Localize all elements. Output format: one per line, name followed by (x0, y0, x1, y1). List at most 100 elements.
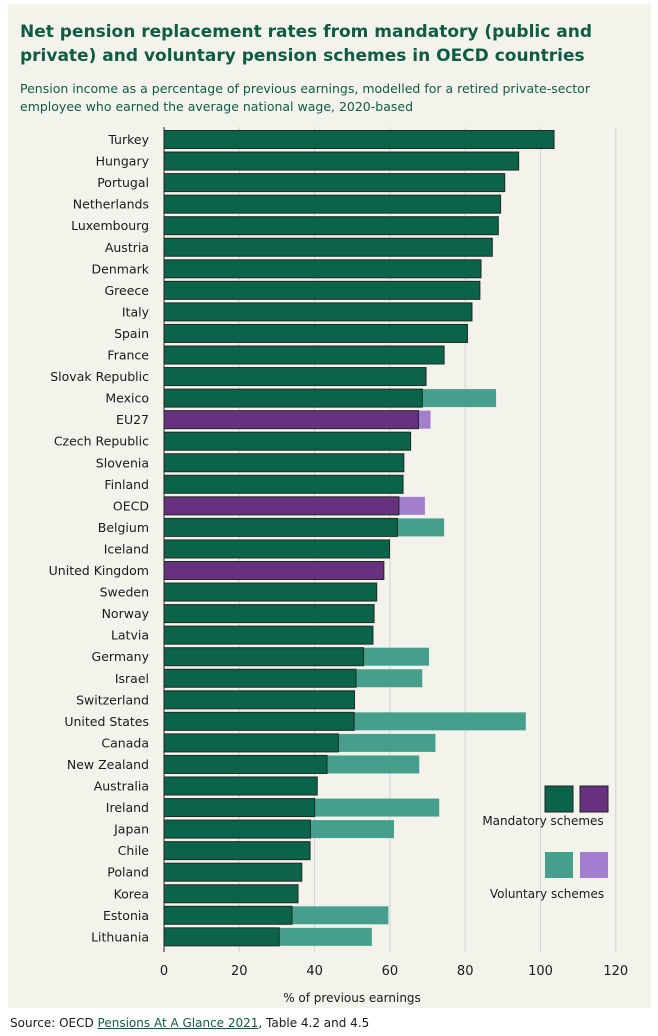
bar-mandatory (163, 259, 482, 279)
bar-mandatory (163, 237, 493, 257)
x-axis-title: % of previous earnings (283, 991, 421, 1005)
bar-mandatory (163, 711, 355, 731)
bar-mandatory (163, 517, 398, 537)
x-tick-label: 0 (160, 964, 168, 979)
bar-mandatory (163, 582, 378, 602)
bar-mandatory (163, 151, 520, 171)
category-label: Canada (101, 735, 149, 750)
category-label: Denmark (92, 261, 150, 276)
x-tick-label: 80 (457, 964, 474, 979)
category-label: Hungary (96, 154, 150, 169)
source-link[interactable]: Pensions At A Glance 2021 (97, 1016, 259, 1030)
category-label: Italy (122, 304, 150, 319)
category-label: Korea (114, 886, 149, 901)
category-label: Mexico (105, 391, 149, 406)
category-label: Norway (102, 606, 150, 621)
bar-voluntary (398, 496, 425, 515)
bar-mandatory (163, 819, 311, 839)
legend-swatch-mandatory (544, 785, 574, 813)
category-label: Finland (104, 477, 149, 492)
bar-mandatory (163, 841, 311, 861)
category-label: Greece (105, 283, 150, 298)
category-label: Sweden (100, 585, 149, 600)
category-label: OECD (113, 498, 149, 513)
bar-mandatory (163, 431, 412, 451)
legend-swatch-voluntary (545, 852, 573, 878)
bar-mandatory (163, 410, 420, 430)
bar-mandatory (163, 798, 316, 818)
bar-mandatory (163, 690, 356, 710)
bar-mandatory (163, 862, 303, 882)
chart-subtitle: Pension income as a percentage of previo… (20, 81, 590, 114)
source-prefix: Source: OECD (10, 1016, 98, 1030)
bar-voluntary (338, 733, 436, 752)
category-label: Portugal (97, 175, 149, 190)
bar-mandatory (163, 280, 481, 300)
category-label: Spain (114, 326, 149, 341)
bar-mandatory (163, 367, 427, 387)
bar-voluntary (422, 389, 497, 408)
bar-mandatory (163, 733, 339, 753)
bar-mandatory (163, 345, 445, 365)
category-label: Lithuania (91, 929, 149, 944)
category-label: Germany (92, 649, 150, 664)
bar-mandatory (163, 539, 391, 559)
country-labels: Turkey Hungary Portugal Netherlands Luxembou… (49, 132, 150, 944)
category-label: Japan (113, 822, 149, 837)
bar-mandatory (163, 561, 385, 580)
category-label: Luxembourg (71, 218, 149, 233)
x-tick-label: 20 (231, 964, 248, 979)
bar-voluntary (292, 906, 389, 925)
category-label: Switzerland (76, 692, 149, 707)
x-axis: 0 20 40 60 80 100 120 (160, 127, 628, 979)
source-note: Source: OECD Pensions At A Glance 2021, … (10, 1015, 369, 1031)
category-label: EU27 (116, 412, 149, 427)
bar-mandatory (163, 754, 328, 774)
bar-voluntary (363, 647, 430, 666)
bar-mandatory (163, 130, 555, 149)
x-tick-label: 120 (603, 964, 628, 979)
bar-voluntary (356, 669, 423, 688)
bar-chart: Turkey Hungary Portugal Netherlands Luxembou… (49, 127, 628, 1005)
category-label: Slovenia (96, 455, 149, 470)
bar-mandatory (163, 496, 400, 516)
x-tick-label: 60 (382, 964, 399, 979)
bar-mandatory (163, 668, 357, 688)
category-label: Austria (105, 240, 149, 255)
x-tick-label: 100 (528, 964, 553, 979)
bar-mandatory (163, 302, 473, 322)
bar-voluntary (327, 755, 420, 774)
bar-mandatory (163, 388, 423, 408)
bar-voluntary (279, 927, 372, 946)
category-label: Australia (94, 779, 149, 794)
chart-title: Net pension replacement rates from manda… (20, 22, 592, 66)
bar-mandatory (163, 905, 293, 925)
category-label: Belgium (98, 520, 149, 535)
category-label: Czech Republic (54, 434, 149, 449)
bar-voluntary (310, 820, 395, 839)
category-label: Latvia (111, 628, 149, 643)
legend-label-mandatory: Mandatory schemes (482, 814, 603, 828)
bar-mandatory (163, 173, 506, 193)
category-label: New Zealand (67, 757, 149, 772)
category-label: United Kingdom (49, 563, 149, 578)
legend-label-voluntary: Voluntary schemes (490, 887, 604, 901)
legend-swatch-mandatory-highlight (579, 785, 609, 813)
bar-mandatory (163, 323, 468, 343)
bar-voluntary (397, 518, 445, 537)
bar-mandatory (163, 927, 280, 947)
category-label: Iceland (104, 541, 149, 556)
legend-swatch-voluntary-highlight (580, 852, 608, 878)
category-label: Netherlands (73, 197, 149, 212)
source-suffix: , Table 4.2 and 4.5 (258, 1016, 370, 1030)
bar-mandatory (163, 453, 405, 473)
category-label: Slovak Republic (50, 369, 149, 384)
category-label: Ireland (106, 800, 149, 815)
bar-mandatory (163, 776, 318, 796)
bar-mandatory (163, 604, 375, 624)
bar-voluntary (418, 410, 431, 429)
x-tick-label: 40 (306, 964, 323, 979)
bar-mandatory (163, 474, 404, 494)
category-label: Poland (107, 865, 149, 880)
bar-mandatory (163, 194, 502, 214)
